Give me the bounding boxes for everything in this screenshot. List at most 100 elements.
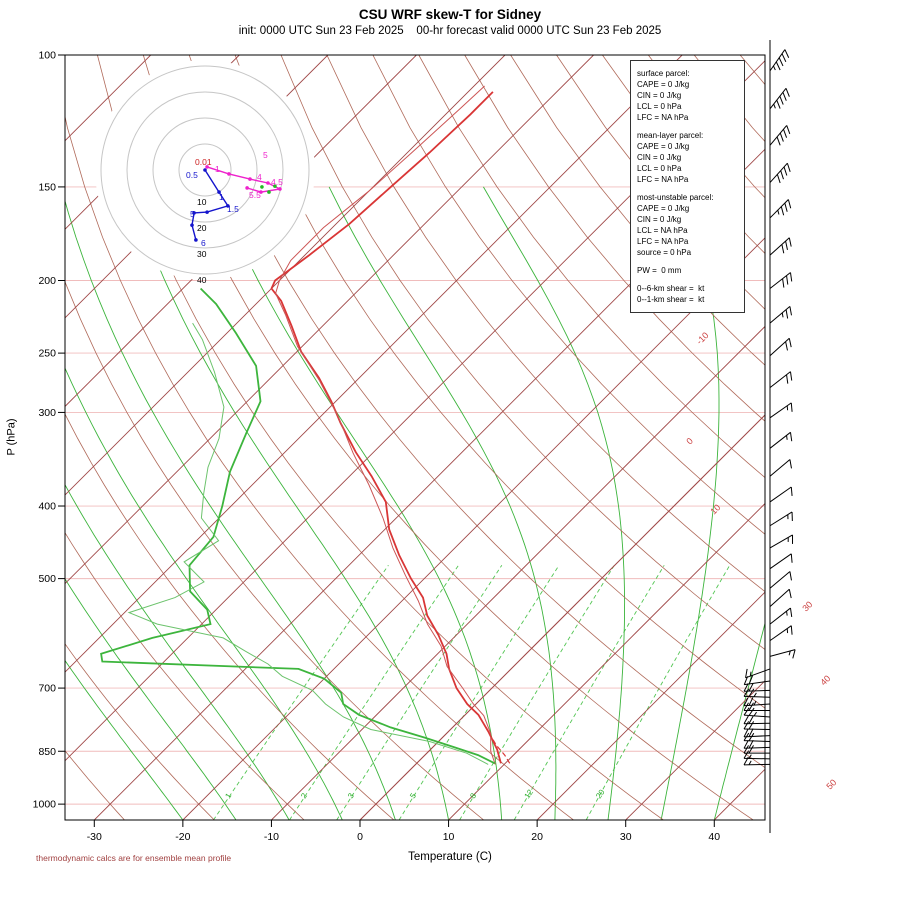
pressure-tick-label: 400 [38,501,56,513]
pressure-tick-label: 250 [38,348,56,360]
hodograph-height-label: 5 [263,150,268,160]
pressure-tick-label: 100 [38,50,56,62]
hodograph-point [266,181,270,185]
hodograph-point [217,190,221,194]
hodograph-member-point [273,184,277,188]
isotherm-label: 10 [708,502,722,516]
wind-barb [769,402,792,419]
wind-barb [769,607,791,625]
temp-tick-label: 30 [620,831,632,843]
hodograph-point [226,204,230,208]
wind-barb [769,88,787,110]
moist-adiabats [65,186,765,820]
wind-barb [769,371,791,389]
wind-barb [769,588,790,608]
wind-barb [743,689,771,692]
info-line: CIN = 0 J/kg [637,91,682,100]
mixing-ratio-label: 20 [594,787,607,800]
info-line: LCL = 0 hPa [637,164,682,173]
info-line: LFC = NA hPa [637,237,689,246]
wind-barb [744,680,771,686]
isotherm-label: 30 [800,599,814,613]
hodograph-height-label: 4 [257,172,262,182]
mixing-ratio-label: 8 [468,791,478,800]
info-section: most-unstable parcel: CAPE = 0 J/kg CIN = … [637,192,738,258]
pressure-tick-label: 850 [38,746,56,758]
hodograph-point [194,238,198,242]
mixing-ratio-label: 3 [346,791,356,800]
wind-barb [769,534,793,549]
hodograph-point [205,210,209,214]
wind-barb [744,735,771,738]
info-section-heading: mean-layer parcel: [637,131,704,140]
hodograph-point [203,168,207,172]
wind-barb [743,695,771,698]
info-line: PW = 0 mm [637,266,682,275]
wind-barb [744,714,771,718]
wind-barb [769,237,790,256]
mixing-ratio-label: 5 [408,791,418,800]
hodograph-ring [152,117,258,223]
isotherm-label: -10 [694,330,710,346]
temp-tick-label: -30 [87,831,102,843]
wind-barb [769,162,788,183]
info-section: PW = 0 mm [637,265,738,276]
hodograph-ring-label: 20 [197,223,207,233]
hodograph-point [205,165,209,169]
hodograph-height-label: 6 [201,238,206,248]
chart-title: CSU WRF skew-T for Sidney [358,7,542,22]
hodograph-height-label: 5.5 [249,190,261,200]
temp-tick-label: -20 [175,831,190,843]
hodograph-height-label: 1 [215,164,220,174]
wind-barb [769,571,791,589]
wind-barb [769,49,786,72]
wind-barb [745,668,771,679]
wind-barb [769,272,791,289]
hodograph-height-label: 4.5 [271,177,283,187]
hodograph-height-label: 0.01 [195,157,212,167]
info-line: source = 0 hPa [637,248,692,257]
hodograph-point [227,172,231,176]
info-section: surface parcel: CAPE = 0 J/kg CIN = 0 J/kg… [637,68,738,123]
wind-barb [769,625,792,642]
hodograph-ring [178,143,232,197]
hodograph-height-label: 1 [219,192,224,202]
temp-tick-label: -10 [264,831,279,843]
sounding-traces [100,85,511,765]
isotherm-label: 40 [818,673,832,687]
hodograph-height-label: 0.5 [186,170,198,180]
info-line: LCL = 0 hPa [637,102,682,111]
hodograph-ring [126,91,284,249]
isotherm-label: 0 [684,436,695,447]
temp-tick-label: 20 [531,831,543,843]
footer-note: thermodynamic calcs are for ensemble mea… [36,853,232,863]
pressure-tick-label: 1000 [33,799,57,811]
pressure-tick-label: 500 [38,573,56,585]
x-axis-label: Temperature (C) [408,851,492,863]
hodograph-point [259,190,263,194]
mixing-ratio-label: 1 [223,791,233,800]
wind-barb [743,746,771,749]
pressure-tick-label: 200 [38,275,56,287]
info-line: LCL = NA hPa [637,226,688,235]
wind-barb [769,337,790,357]
info-line: CIN = 0 J/kg [637,153,682,162]
plot-border [64,54,766,821]
wind-barbs [743,40,796,833]
wind-barb [769,431,791,449]
y-axis-label: P (hPa) [5,418,18,456]
hodograph-ring [100,65,310,275]
hodograph-member-point [267,190,271,194]
info-line: CAPE = 0 J/kg [637,80,690,89]
mixing-ratio-lines [213,565,731,820]
chart-subtitle: init: 0000 UTC Sun 23 Feb 2025 00-hr for… [238,25,662,37]
mixing-ratio-label: 12 [523,787,536,800]
hodograph-point [245,186,249,190]
wind-barb [769,125,788,146]
wind-barb [769,511,793,527]
info-line: LFC = NA hPa [637,175,689,184]
hodograph-member-point [260,185,264,189]
